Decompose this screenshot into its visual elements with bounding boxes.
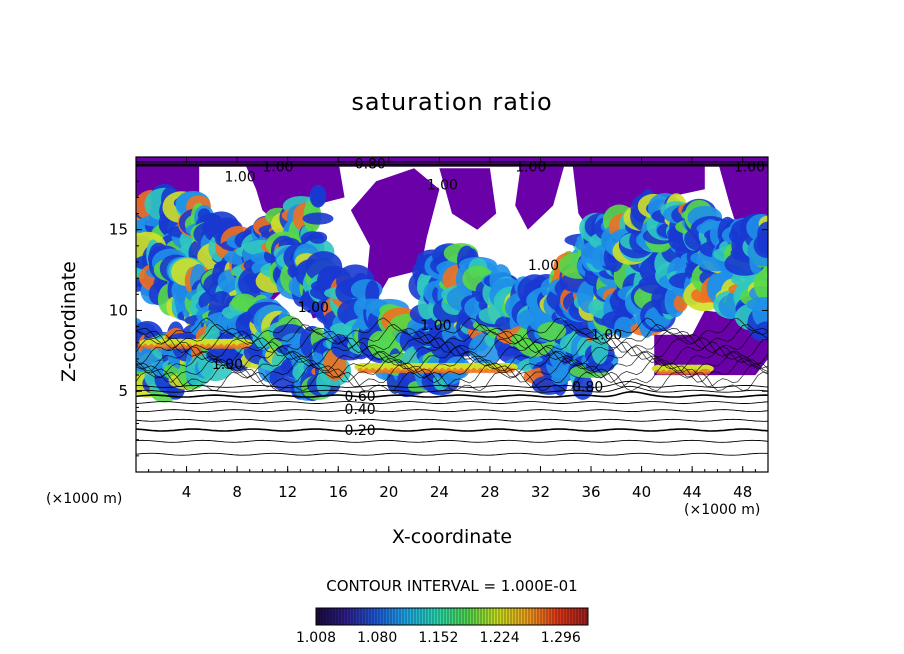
cloud-cell <box>753 268 768 301</box>
subsaturated-region <box>439 168 497 230</box>
x-tick-label: 24 <box>430 483 449 501</box>
contour-line <box>136 418 768 422</box>
x-tick-label: 28 <box>480 483 499 501</box>
x-tick-label: 36 <box>581 483 600 501</box>
contour-label: 0.80 <box>355 156 386 172</box>
colorbar-tick-label: 1.224 <box>480 630 520 646</box>
contour-lines <box>136 161 768 456</box>
cloud-cell <box>591 331 609 365</box>
x-tick-label: 44 <box>683 483 702 501</box>
contour-label: 0.20 <box>345 423 376 439</box>
plot-field <box>136 157 768 403</box>
colorbar-tick-label: 1.008 <box>296 630 336 646</box>
colorbar: 1.008 1.080 1.152 1.224 1.296 <box>296 607 589 646</box>
contour-label: 0.80 <box>572 379 603 395</box>
x-tick-label: 20 <box>379 483 398 501</box>
contour-label: 1.00 <box>224 169 255 185</box>
y-tick-label: 5 <box>118 382 128 400</box>
cloud-cell <box>755 321 768 340</box>
contour-line <box>136 323 768 349</box>
contour-line <box>136 401 768 404</box>
contour-interval-note: CONTOUR INTERVAL = 1.000E-01 <box>326 577 578 595</box>
contour-label: 1.00 <box>528 258 559 274</box>
contour-label: 1.00 <box>298 300 329 316</box>
contour-labels: 0.20 0.400.60 0.80 1.00 1.00 1.00 1.00 1.00 1.00… <box>212 156 765 439</box>
x-tick-label: 4 <box>182 483 192 501</box>
contour-line <box>136 341 768 366</box>
cloud-cell <box>309 184 327 208</box>
x-axis-unit-left: (×1000 m) <box>46 491 123 507</box>
y-tick-label: 15 <box>109 221 128 239</box>
contour-line <box>136 428 768 432</box>
x-axis-unit-right: (×1000 m) <box>684 502 761 518</box>
contour-label: 1.00 <box>212 357 243 373</box>
contour-label: 1.00 <box>420 318 451 334</box>
x-tick-label: 32 <box>531 483 550 501</box>
cloud-cell <box>308 231 328 244</box>
cloud-cell <box>537 321 567 341</box>
contour-label: 0.40 <box>345 402 376 418</box>
contour-label: 1.00 <box>262 160 293 176</box>
contour-line <box>136 317 768 344</box>
cloud-cell <box>302 212 334 225</box>
y-tick-label: 10 <box>109 301 128 319</box>
contour-line <box>136 357 768 384</box>
contour-line <box>136 409 768 413</box>
x-tick-label: 8 <box>232 483 242 501</box>
x-tick-label: 40 <box>632 483 651 501</box>
contour-label: 1.00 <box>515 160 546 176</box>
field-layer <box>136 157 768 403</box>
contour-line <box>136 351 768 378</box>
contour-line <box>136 345 768 373</box>
cloud-cell <box>231 293 257 312</box>
colorbar-tick-label: 1.152 <box>418 630 458 646</box>
cloud-base-core <box>698 368 711 375</box>
contour-line <box>136 337 768 358</box>
x-tick-label: 48 <box>733 483 752 501</box>
cloud-cell <box>757 221 768 247</box>
colorbar-tick-label: 1.296 <box>541 630 581 646</box>
contour-line <box>136 390 768 398</box>
contour-line <box>136 385 768 393</box>
contour-label: 0.60 <box>345 389 376 405</box>
x-axis-label: X-coordinate <box>391 526 513 548</box>
contour-line <box>136 452 768 456</box>
subsaturated-region <box>515 160 566 230</box>
contour-line <box>136 381 768 388</box>
cloud-cell <box>746 297 768 312</box>
x-tick-label: 16 <box>329 483 348 501</box>
contour-line <box>136 330 768 354</box>
colorbar-tick-label: 1.080 <box>357 630 397 646</box>
subsaturated-region <box>243 160 345 222</box>
chart-title: saturation ratio <box>351 88 553 116</box>
contour-line <box>136 439 768 443</box>
x-tick-label: 12 <box>278 483 297 501</box>
contour-line <box>136 371 768 392</box>
contour-label: 1.00 <box>427 177 458 193</box>
contour-label: 1.00 <box>591 328 622 344</box>
contour-label: 1.00 <box>734 160 765 176</box>
